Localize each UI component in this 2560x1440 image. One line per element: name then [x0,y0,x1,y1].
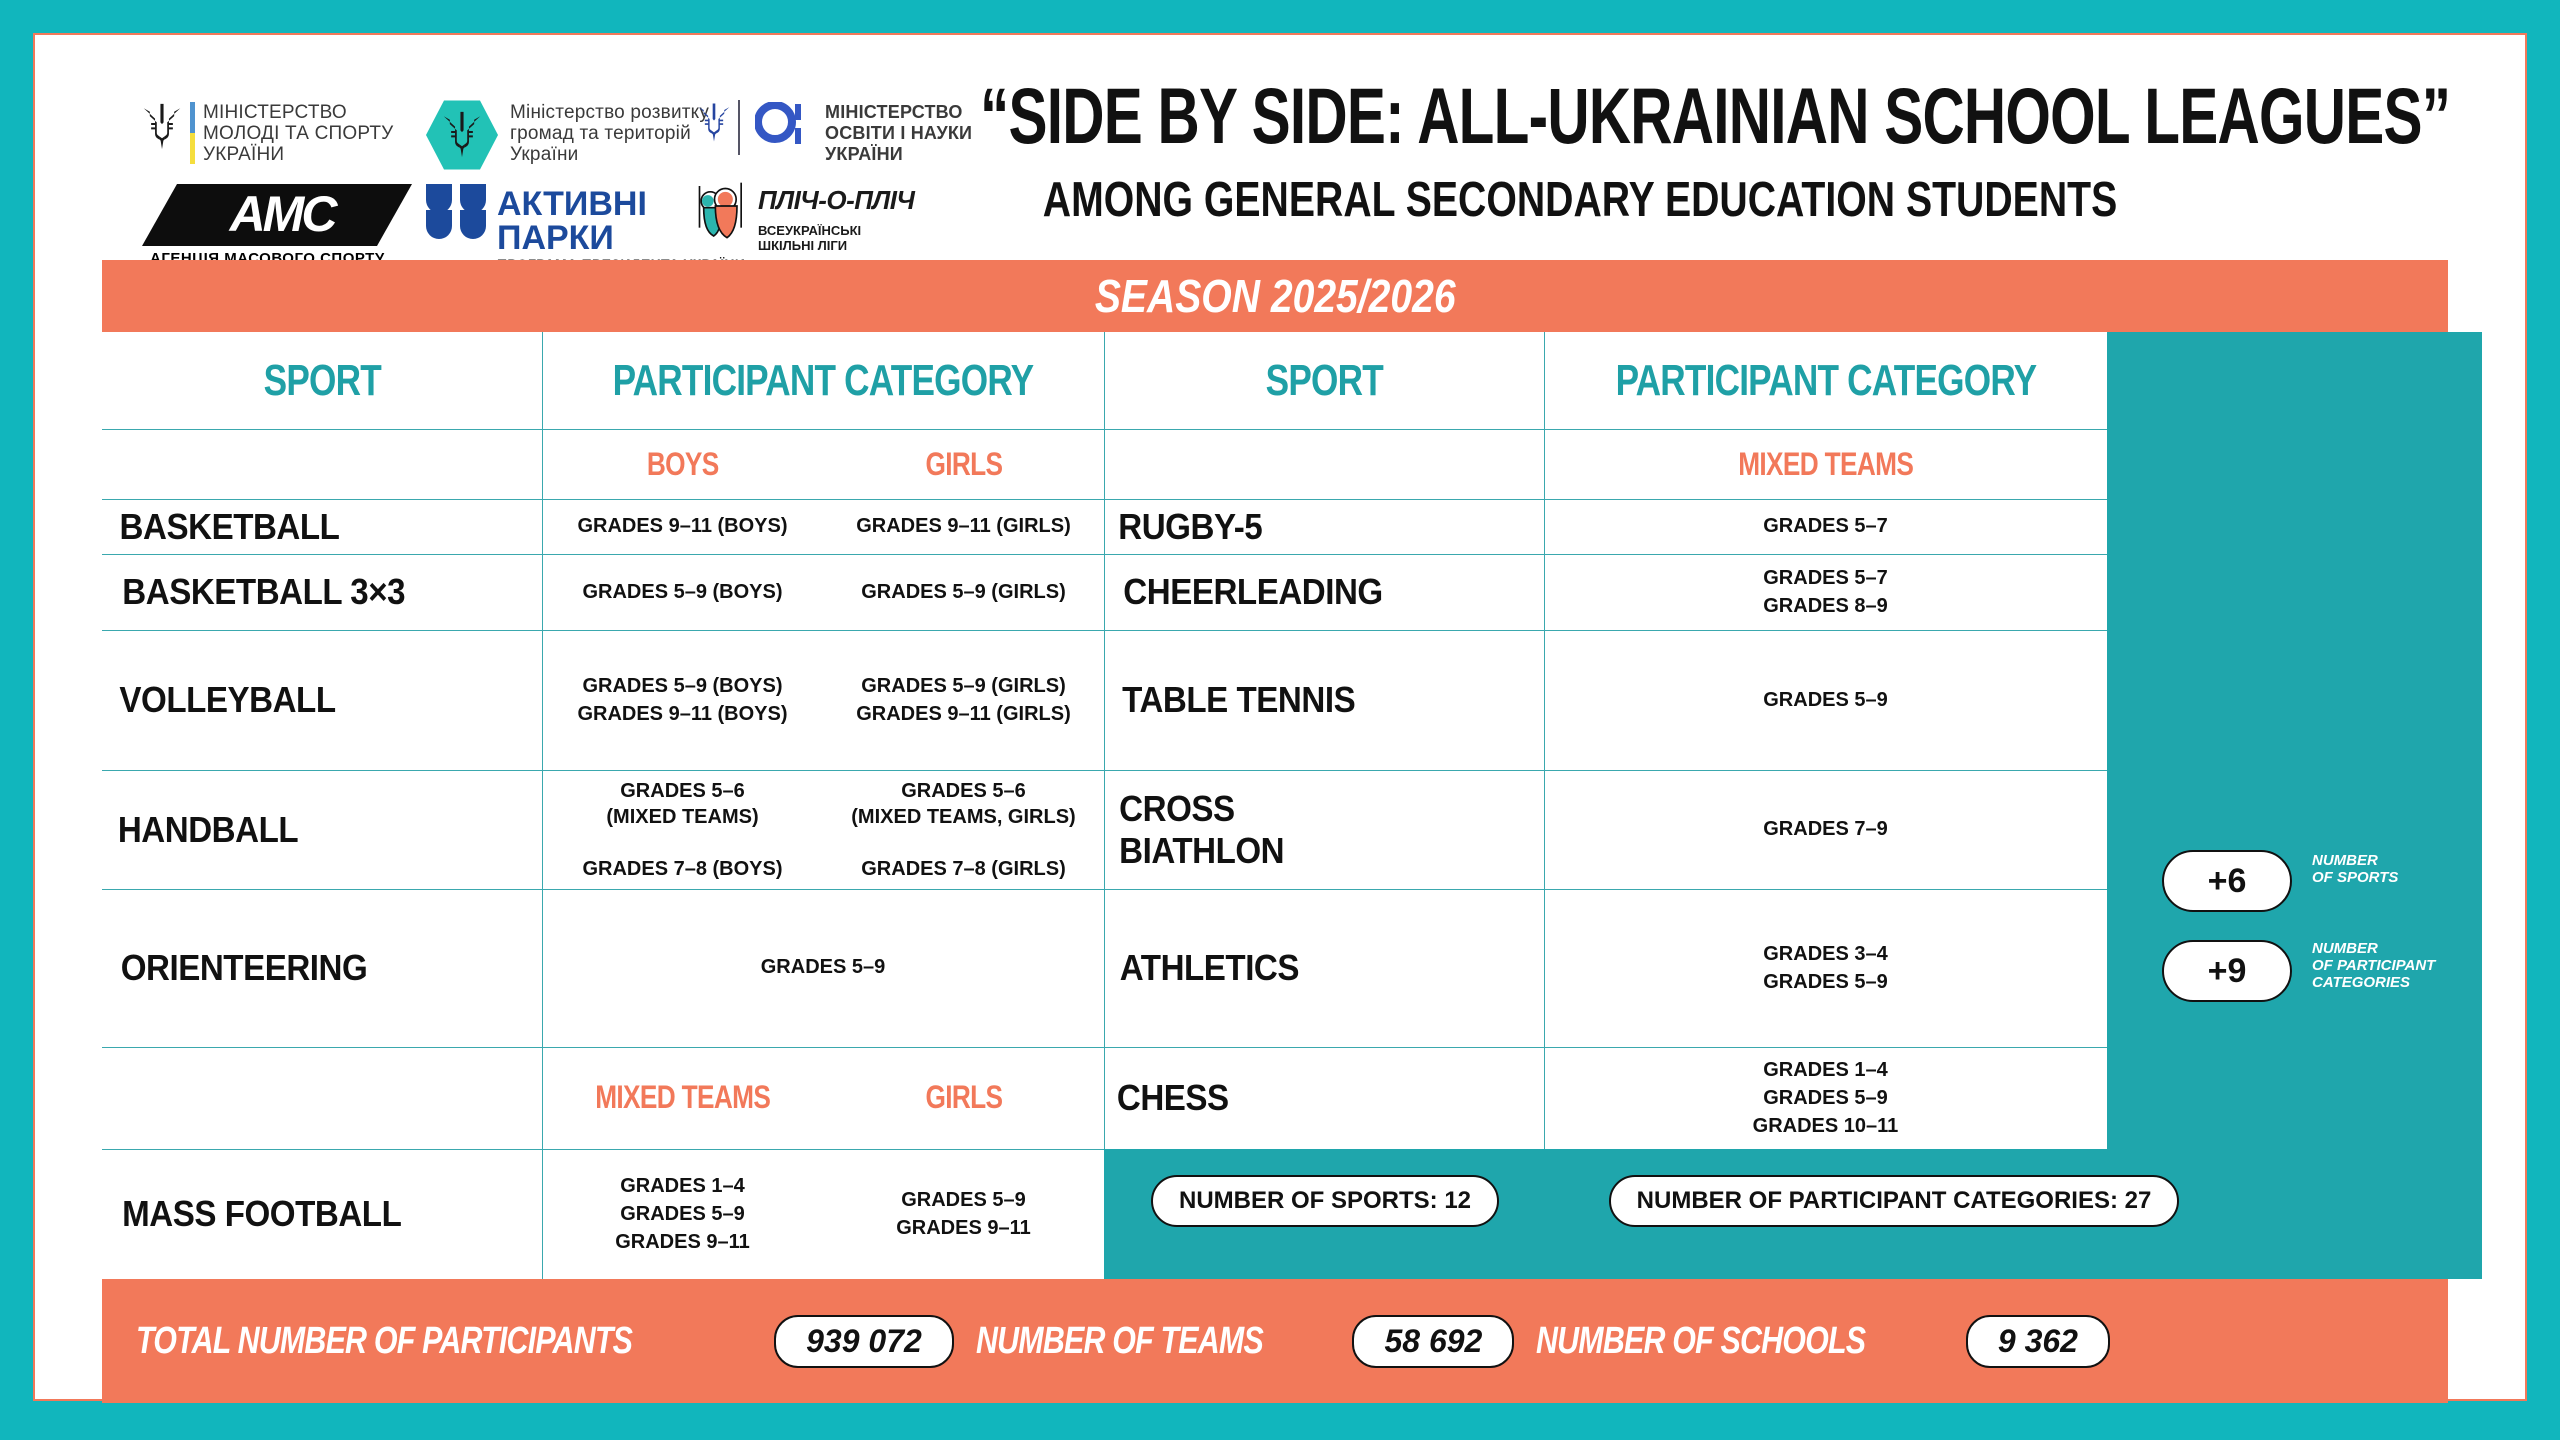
svg-text:AMC: AMC [228,186,339,242]
